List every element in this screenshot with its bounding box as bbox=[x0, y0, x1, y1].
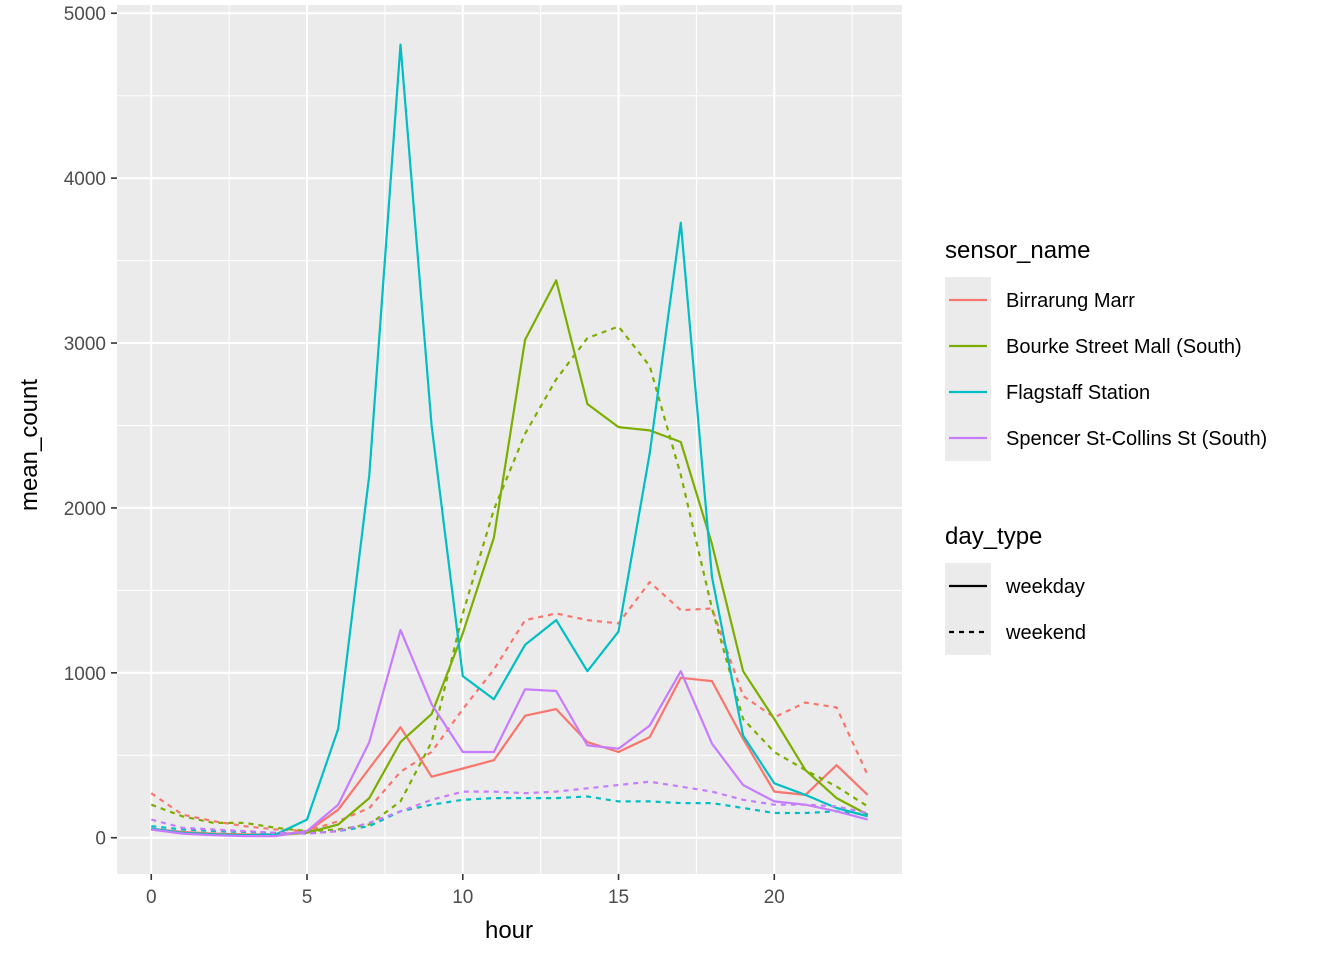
x-tick-label: 20 bbox=[764, 887, 785, 908]
x-tick-label: 10 bbox=[452, 887, 473, 908]
legend-label: Birrarung Marr bbox=[1006, 290, 1135, 312]
x-axis-title: hour bbox=[485, 917, 533, 944]
series-line-flagstaff-station-weekday bbox=[151, 43, 868, 837]
major-grid bbox=[117, 5, 902, 874]
legend-label: weekend bbox=[1005, 622, 1086, 644]
series-line-bourke-street-mall-south-weekend bbox=[150, 325, 869, 833]
legend-label: weekday bbox=[1005, 576, 1085, 598]
y-tick-label: 2000 bbox=[64, 499, 106, 520]
y-tick-label: 1000 bbox=[64, 664, 106, 685]
x-tick-label: 0 bbox=[146, 887, 157, 908]
legend-label: Bourke Street Mall (South) bbox=[1006, 336, 1242, 358]
y-axis-title: mean_count bbox=[16, 379, 43, 511]
x-tick-label: 5 bbox=[302, 887, 313, 908]
y-tick-label: 3000 bbox=[64, 334, 106, 355]
series-lines bbox=[150, 43, 869, 838]
series-line-spencer-st-collins-st-south-weekday bbox=[151, 628, 868, 838]
y-tick-label: 4000 bbox=[64, 169, 106, 190]
y-axis: 0 1000 2000 3000 4000 5000 bbox=[64, 4, 117, 850]
x-tick-label: 15 bbox=[608, 887, 629, 908]
legend-title-day-type: day_type bbox=[945, 523, 1042, 550]
minor-grid bbox=[117, 5, 902, 874]
y-tick-label: 5000 bbox=[64, 4, 106, 25]
series-line-spencer-st-collins-st-south-weekend bbox=[151, 780, 868, 835]
y-tick-label: 0 bbox=[95, 829, 106, 850]
legend-title-sensor-name: sensor_name bbox=[945, 237, 1090, 264]
legend-label: Flagstaff Station bbox=[1006, 382, 1150, 404]
legend-key-background bbox=[945, 563, 991, 655]
x-axis: 0 5 10 15 20 bbox=[146, 874, 785, 908]
legend-day-type: day_type weekday weekend bbox=[945, 523, 1086, 655]
legend-label: Spencer St-Collins St (South) bbox=[1006, 428, 1267, 450]
legend-key-background bbox=[945, 277, 991, 461]
series-line-flagstaff-station-weekend bbox=[151, 795, 868, 835]
legend-sensor-name: sensor_name Birrarung Marr Bourke Street … bbox=[945, 237, 1267, 461]
